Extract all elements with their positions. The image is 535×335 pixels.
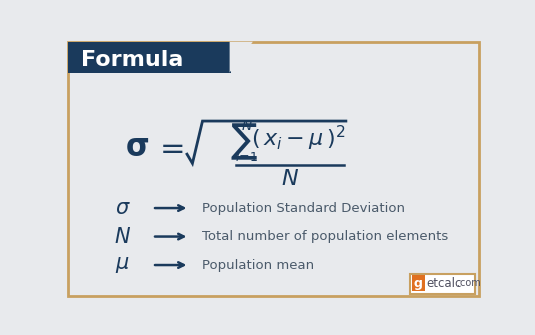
Text: $N$: $N$ xyxy=(281,169,299,189)
Text: etcalc: etcalc xyxy=(426,277,462,290)
Text: $i\!=\!1$: $i\!=\!1$ xyxy=(235,150,258,164)
Bar xyxy=(410,273,475,293)
Bar xyxy=(412,275,425,291)
Text: $μ$: $μ$ xyxy=(116,255,130,275)
Text: $N$: $N$ xyxy=(114,226,131,247)
Text: Total number of population elements: Total number of population elements xyxy=(203,230,449,243)
Text: .com: .com xyxy=(457,278,481,288)
Text: g: g xyxy=(414,277,423,290)
Text: Population Standard Deviation: Population Standard Deviation xyxy=(203,202,406,214)
Text: Population mean: Population mean xyxy=(203,259,315,272)
Text: $(\,x_i - \mu\,)^2$: $(\,x_i - \mu\,)^2$ xyxy=(250,124,345,153)
Bar xyxy=(68,42,231,73)
Text: $\sum$: $\sum$ xyxy=(230,122,257,162)
Polygon shape xyxy=(230,42,253,73)
Text: $\mathbf{\sigma}$: $\mathbf{\sigma}$ xyxy=(125,134,149,162)
Text: $=$: $=$ xyxy=(154,134,185,162)
Text: $σ$: $σ$ xyxy=(115,198,131,218)
Text: $N$: $N$ xyxy=(241,120,253,133)
Text: Formula: Formula xyxy=(81,50,183,70)
